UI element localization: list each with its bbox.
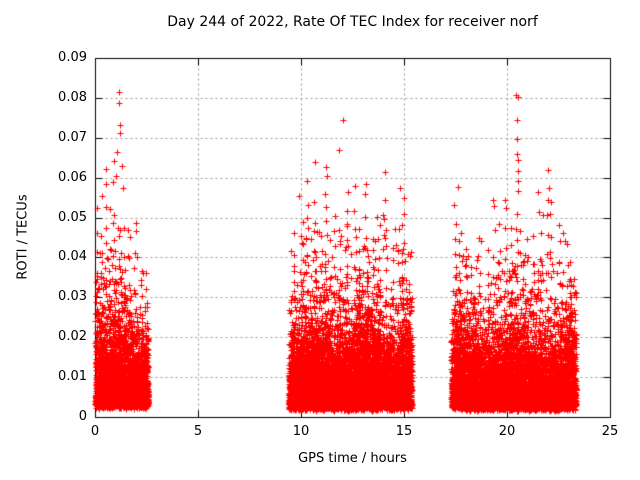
y-tick-label: 0.09 [58, 50, 87, 65]
y-axis-label: ROTI / TECUs [15, 194, 31, 280]
y-tick-label: 0 [78, 409, 87, 424]
y-tick-label: 0.01 [58, 369, 87, 385]
y-tick-label: 0.08 [58, 89, 87, 105]
y-tick-label: 0.07 [58, 129, 87, 145]
y-tick-label: 0.04 [58, 249, 87, 265]
y-tick-label: 0.03 [58, 289, 87, 305]
x-axis-label: GPS time / hours [298, 451, 407, 466]
chart-title: Day 244 of 2022, Rate Of TEC Index for r… [167, 14, 538, 30]
y-tick-label: 0.05 [58, 209, 87, 225]
x-tick-label: 20 [498, 424, 516, 439]
x-tick-label: 5 [193, 424, 203, 439]
y-tick-label: 0.02 [58, 329, 87, 345]
x-tick-label: 0 [90, 424, 100, 439]
y-tick-label: 0.06 [58, 169, 87, 185]
x-tick-label: 25 [601, 424, 619, 439]
x-tick-label: 10 [292, 424, 310, 439]
x-tick-label: 15 [395, 424, 413, 439]
